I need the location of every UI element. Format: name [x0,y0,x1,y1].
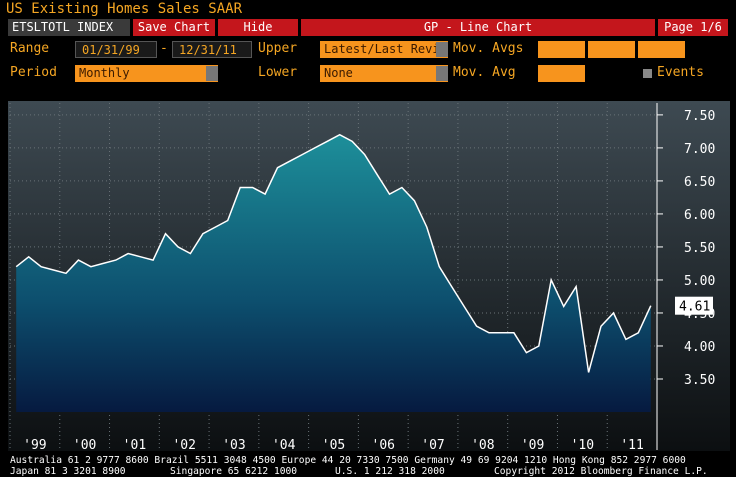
start-date[interactable]: 01/31/99 [75,41,157,58]
upper-label: Upper [258,41,298,56]
movavg-label: Mov. Avg [453,65,516,80]
x-tick-label: '00 [73,438,96,453]
lower-value: None [324,66,353,80]
dash: - [160,41,168,56]
dropdown [436,66,448,81]
y-tick-label: 5.00 [684,274,715,289]
x-tick-label: '08 [471,438,494,453]
events-checkbox[interactable] [643,69,652,78]
period-select[interactable]: Monthly [75,65,218,82]
period-value: Monthly [79,66,130,80]
range-label: Range [10,41,50,56]
x-tick-label: '06 [372,438,395,453]
movavg-input[interactable] [638,41,685,58]
footer-text: Copyright 2012 Bloomberg Finance L.P. [494,466,708,477]
y-tick-label: 7.00 [684,142,715,157]
y-tick-label: 6.50 [684,175,715,190]
lower-select[interactable]: None [320,65,448,82]
movavg-input[interactable] [538,65,585,82]
x-tick-label: '04 [272,438,296,453]
upper-select[interactable]: Latest/Last Revi [320,41,448,58]
area [16,134,651,412]
footer-text: Singapore 65 6212 1000 [170,466,297,477]
movavg-input[interactable] [588,41,635,58]
x-tick-label: '10 [571,438,594,453]
save-button[interactable]: Save Chart [133,19,215,36]
y-tick-label: 5.50 [684,241,715,256]
ticker[interactable]: ETSLTOTL INDEX [8,19,130,36]
page-indicator[interactable]: Page 1/6 [658,19,728,36]
x-tick-label: '09 [521,438,544,453]
end-date[interactable]: 12/31/11 [172,41,252,58]
dropdown [206,66,218,81]
y-tick-label: 4.00 [684,340,715,355]
last-value-box [675,296,713,315]
movavg-input[interactable] [538,41,585,58]
dropdown [436,42,448,57]
x-tick-label: '02 [172,438,195,453]
lower-label: Lower [258,65,298,80]
page-title: US Existing Homes Sales SAAR [6,1,243,17]
period-label: Period [10,65,57,80]
x-tick-label: '07 [421,438,444,453]
events-label: Events [657,65,704,80]
y-tick-label: 6.00 [684,208,715,223]
movavgs-label: Mov. Avgs [453,41,524,56]
footer-text: Japan 81 3 3201 8900 [10,466,126,477]
x-tick-label: '01 [123,438,146,453]
upper-value: Latest/Last Revi [324,42,440,56]
function-bar: GP - Line Chart [301,19,655,36]
line [15,133,652,373]
x-tick-label: '99 [23,438,46,453]
hide-button[interactable]: Hide [218,19,298,36]
x-tick-label: '11 [620,438,643,453]
x-tick-label: '03 [222,438,245,453]
y-tick-label: 3.50 [684,373,715,388]
footer-line: Australia 61 2 9777 8600 Brazil 5511 304… [10,455,686,466]
footer-text: U.S. 1 212 318 2000 [335,466,445,477]
y-tick-label: 7.50 [684,109,715,124]
x-tick-label: '05 [322,438,345,453]
last-value-label: 4.61 [679,300,710,315]
